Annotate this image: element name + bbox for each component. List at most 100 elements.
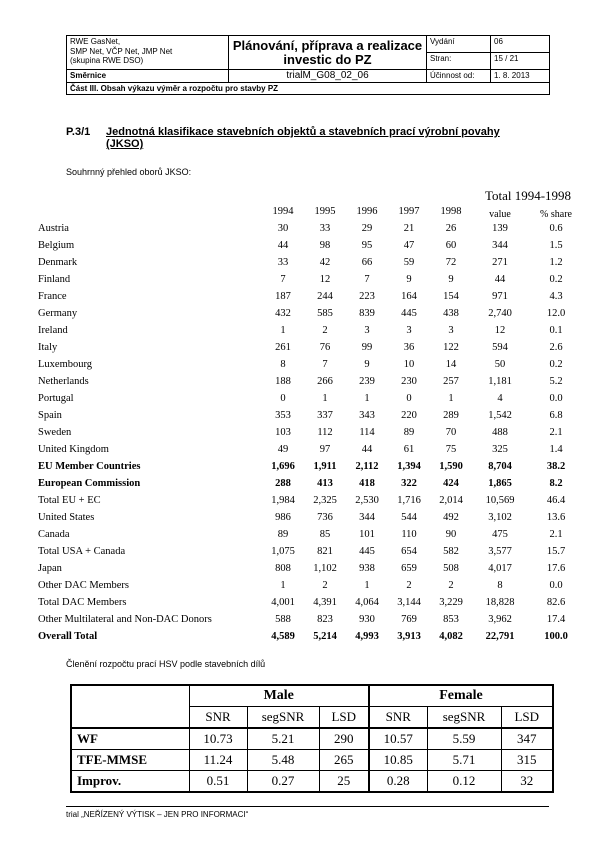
- year-value: 3: [406, 325, 412, 336]
- version-value: 06: [490, 35, 550, 53]
- total-value: 3,962: [488, 614, 512, 625]
- table-row: Ireland 1 2 3 3 3 12 0.1: [38, 322, 584, 339]
- year-value: 95: [361, 240, 373, 251]
- row-name: Finland: [38, 274, 71, 285]
- year-value: 266: [317, 376, 333, 387]
- year-value: 4,082: [439, 631, 463, 642]
- metric-value: 347: [500, 727, 554, 750]
- year-value: 122: [443, 342, 459, 353]
- total-value: 44: [494, 274, 506, 285]
- metric-value: 315: [500, 749, 554, 771]
- year-value: 839: [359, 308, 375, 319]
- year-value: 3,913: [397, 631, 421, 642]
- year-value: 808: [275, 563, 291, 574]
- table-row: Total DAC Members 4,001 4,391 4,064 3,144 3,2…: [38, 594, 584, 611]
- share-value: 0.0: [549, 393, 563, 404]
- total-header: Total 1994-1998: [484, 188, 572, 203]
- table-row: Denmark 33 42 66 59 72 271 1.2: [38, 254, 584, 271]
- section-subtitle: Souhrnný přehled oborů JKSO:: [66, 167, 192, 177]
- year-value: 60: [445, 240, 457, 251]
- total-value: 594: [492, 342, 508, 353]
- year-value: 2,014: [439, 495, 463, 506]
- row-name: Other Multilateral and Non-DAC Donors: [38, 614, 212, 625]
- year-value: 114: [359, 427, 375, 438]
- year-value: 2,530: [355, 495, 379, 506]
- metric-header: SNR: [188, 706, 248, 729]
- share-value: 2.1: [549, 427, 563, 438]
- year-value: 418: [359, 478, 375, 489]
- year-value: 508: [443, 563, 459, 574]
- row-name: Italy: [38, 342, 58, 353]
- year-value: 30: [277, 223, 289, 234]
- year-value: 322: [401, 478, 417, 489]
- row-name: United Kingdom: [38, 444, 109, 455]
- org-line: SMP Net, VČP Net, JMP Net: [70, 46, 173, 56]
- row-name: EU Member Countries: [38, 461, 141, 472]
- table-row: Portugal 0 1 1 0 1 4 0.0: [38, 390, 584, 407]
- row-name: Germany: [38, 308, 78, 319]
- year-header: 1998: [440, 206, 462, 217]
- share-value: 1.4: [549, 444, 563, 455]
- year-value: 2,325: [313, 495, 337, 506]
- share-value: 13.6: [546, 512, 566, 523]
- year-value: 582: [443, 546, 459, 557]
- year-value: 769: [401, 614, 417, 625]
- year-value: 1,590: [439, 461, 463, 472]
- year-value: 239: [359, 376, 375, 387]
- year-value: 3: [364, 325, 370, 336]
- table-row: Canada 89 85 101 110 90 475 2.1: [38, 526, 584, 543]
- share-value: 6.8: [549, 410, 563, 421]
- year-value: 9: [448, 274, 454, 285]
- results-row: Improv. 0.51 0.27 25 0.28 0.12 32: [70, 770, 554, 793]
- document-title: Plánování, příprava a realizace investic…: [228, 35, 427, 70]
- section-title-line1: Jednotná klasifikace stavebních objektů …: [106, 126, 500, 138]
- year-value: 103: [275, 427, 291, 438]
- year-value: 445: [401, 308, 417, 319]
- section-title-line2: (JKSO): [106, 138, 144, 150]
- year-value: 98: [319, 240, 331, 251]
- metric-value: 10.73: [188, 727, 248, 750]
- year-value: 10: [403, 359, 415, 370]
- year-value: 3: [448, 325, 454, 336]
- year-value: 1: [364, 580, 370, 591]
- metric-header: LSD: [318, 706, 370, 729]
- year-value: 1,102: [313, 563, 337, 574]
- year-value: 261: [275, 342, 291, 353]
- metric-value: 5.59: [426, 727, 502, 750]
- share-header: % share: [540, 209, 572, 220]
- year-value: 2,112: [355, 461, 379, 472]
- metric-header: SNR: [368, 706, 428, 729]
- metric-value: 10.85: [368, 749, 428, 771]
- year-value: 97: [319, 444, 331, 455]
- metric-value: 290: [318, 727, 370, 750]
- year-value: 21: [403, 223, 415, 234]
- total-value: 1,181: [488, 376, 512, 387]
- share-value: 38.2: [546, 461, 566, 472]
- year-value: 9: [364, 359, 370, 370]
- document-part: Část III. Obsah výkazu výměr a rozpočtu …: [66, 81, 550, 95]
- org-line: (skupina RWE DSO): [70, 56, 144, 65]
- share-value: 0.6: [549, 223, 563, 234]
- share-value: 0.0: [549, 580, 563, 591]
- year-value: 0: [280, 393, 286, 404]
- row-name: Total DAC Members: [38, 597, 127, 608]
- year-value: 445: [359, 546, 375, 557]
- row-name: Canada: [38, 529, 70, 540]
- table-row: Spain 353 337 343 220 289 1,542 6.8: [38, 407, 584, 424]
- total-value: 325: [492, 444, 508, 455]
- year-value: 0: [406, 393, 412, 404]
- year-value: 7: [364, 274, 370, 285]
- year-header: 1994: [272, 206, 294, 217]
- table-row: Austria 30 33 29 21 26 139 0.6: [38, 220, 584, 237]
- table-row: Total USA + Canada 1,075 821 445 654 582 3,577…: [38, 543, 584, 560]
- document-id: trialM_G08_02_06: [228, 69, 427, 83]
- table-row: United States 986 736 344 544 492 3,102 13.6: [38, 509, 584, 526]
- year-value: 7: [280, 274, 286, 285]
- year-value: 90: [445, 529, 457, 540]
- year-value: 5,214: [313, 631, 337, 642]
- year-value: 72: [445, 257, 457, 268]
- year-value: 220: [401, 410, 417, 421]
- version-label: Vydání: [426, 35, 491, 53]
- metric-value: 5.21: [246, 727, 320, 750]
- row-name: Overall Total: [38, 631, 98, 642]
